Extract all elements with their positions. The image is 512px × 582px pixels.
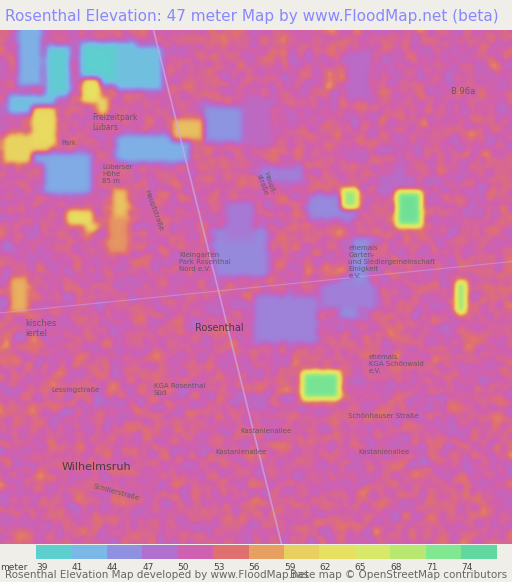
Text: Hauptstraße: Hauptstraße bbox=[143, 189, 164, 232]
Text: Lübarser
Höhe
85 m: Lübarser Höhe 85 m bbox=[102, 164, 133, 184]
Text: Park: Park bbox=[61, 140, 76, 146]
FancyBboxPatch shape bbox=[36, 545, 71, 559]
Text: 71: 71 bbox=[426, 563, 437, 572]
Text: Freizeitpark
Lübars: Freizeitpark Lübars bbox=[92, 113, 138, 133]
Text: meter: meter bbox=[0, 563, 27, 572]
Text: Schönhauser Straße: Schönhauser Straße bbox=[348, 413, 419, 418]
Text: 59: 59 bbox=[284, 563, 295, 572]
Text: 53: 53 bbox=[213, 563, 225, 572]
Text: Kastanienallee: Kastanienallee bbox=[358, 449, 410, 455]
Text: 47: 47 bbox=[142, 563, 154, 572]
Text: Kastanienallee: Kastanienallee bbox=[241, 428, 292, 434]
Text: Kastanienallee: Kastanienallee bbox=[215, 449, 266, 455]
Text: Haupt-
straße: Haupt- straße bbox=[256, 171, 276, 198]
Text: Schillerstraße: Schillerstraße bbox=[92, 484, 140, 502]
Text: 65: 65 bbox=[355, 563, 367, 572]
Text: 39: 39 bbox=[36, 563, 47, 572]
Text: Wilhelmsruh: Wilhelmsruh bbox=[61, 462, 131, 472]
Text: Base map © OpenStreetMap contributors: Base map © OpenStreetMap contributors bbox=[290, 570, 507, 580]
FancyBboxPatch shape bbox=[248, 545, 284, 559]
Text: 56: 56 bbox=[248, 563, 260, 572]
FancyBboxPatch shape bbox=[71, 545, 106, 559]
Text: Lessingstraße: Lessingstraße bbox=[51, 387, 99, 393]
FancyBboxPatch shape bbox=[426, 545, 461, 559]
FancyBboxPatch shape bbox=[213, 545, 248, 559]
Text: Rosenthal Elevation Map developed by www.FloodMap.net: Rosenthal Elevation Map developed by www… bbox=[5, 570, 309, 580]
Text: 74: 74 bbox=[461, 563, 473, 572]
FancyBboxPatch shape bbox=[284, 545, 319, 559]
Text: 44: 44 bbox=[106, 563, 118, 572]
FancyBboxPatch shape bbox=[142, 545, 178, 559]
Text: Rosenthal: Rosenthal bbox=[195, 324, 243, 333]
Text: 68: 68 bbox=[390, 563, 402, 572]
FancyBboxPatch shape bbox=[390, 545, 426, 559]
Text: ehemals
Garten-
und Siedlergemeinschaft
Einigkeit
e.V.: ehemals Garten- und Siedlergemeinschaft … bbox=[348, 244, 435, 279]
FancyBboxPatch shape bbox=[106, 545, 142, 559]
FancyBboxPatch shape bbox=[461, 545, 497, 559]
Text: kisches
iertel: kisches iertel bbox=[26, 318, 57, 338]
Text: 62: 62 bbox=[319, 563, 331, 572]
Text: B 96a: B 96a bbox=[451, 87, 475, 97]
Text: KGA Rosenthal
Süd: KGA Rosenthal Süd bbox=[154, 384, 205, 396]
FancyBboxPatch shape bbox=[355, 545, 390, 559]
Text: 50: 50 bbox=[178, 563, 189, 572]
Text: Kleingarten
Park Rosenthal
Nord e.V.: Kleingarten Park Rosenthal Nord e.V. bbox=[179, 251, 231, 272]
Text: Rosenthal Elevation: 47 meter Map by www.FloodMap.net (beta): Rosenthal Elevation: 47 meter Map by www… bbox=[5, 9, 499, 24]
FancyBboxPatch shape bbox=[178, 545, 213, 559]
Text: 41: 41 bbox=[71, 563, 82, 572]
FancyBboxPatch shape bbox=[319, 545, 355, 559]
Text: ehemals
KGA Schönwald
e.V.: ehemals KGA Schönwald e.V. bbox=[369, 354, 423, 374]
